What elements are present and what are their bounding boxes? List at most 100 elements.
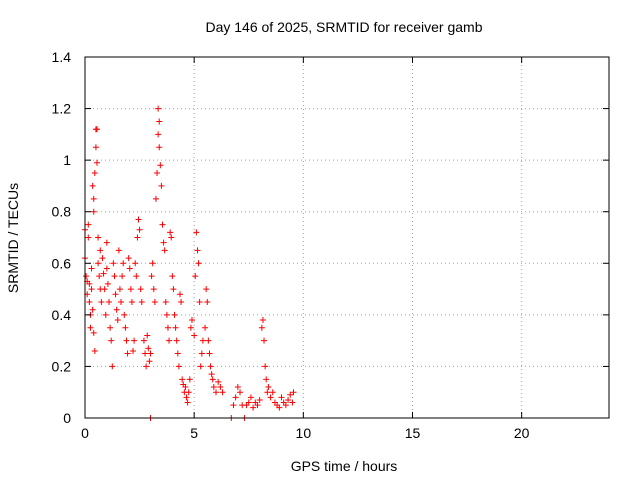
data-point bbox=[121, 311, 128, 318]
data-point bbox=[219, 389, 226, 396]
data-point bbox=[113, 306, 120, 313]
data-point bbox=[134, 234, 141, 241]
data-point bbox=[192, 273, 199, 280]
data-point bbox=[185, 389, 192, 396]
data-point bbox=[178, 298, 185, 305]
data-point bbox=[135, 216, 142, 223]
data-point bbox=[111, 273, 118, 280]
data-point bbox=[267, 394, 274, 401]
data-point bbox=[193, 229, 200, 236]
data-point bbox=[83, 273, 90, 280]
data-point bbox=[203, 286, 210, 293]
data-point bbox=[155, 105, 162, 112]
data-point bbox=[128, 298, 135, 305]
data-point bbox=[86, 298, 93, 305]
y-tick-label: 0.8 bbox=[52, 204, 72, 220]
data-point bbox=[250, 404, 257, 411]
data-point bbox=[182, 384, 189, 391]
data-point bbox=[127, 286, 134, 293]
data-point bbox=[197, 363, 204, 370]
data-point bbox=[102, 311, 109, 318]
data-point bbox=[96, 273, 103, 280]
axis-ticks bbox=[84, 56, 609, 419]
data-point bbox=[217, 384, 224, 391]
data-point bbox=[287, 391, 294, 398]
data-point bbox=[151, 298, 158, 305]
data-point bbox=[107, 324, 114, 331]
data-point bbox=[116, 286, 123, 293]
data-point bbox=[202, 324, 209, 331]
data-point bbox=[142, 350, 149, 357]
y-tick-label: 1.2 bbox=[52, 101, 72, 117]
data-point bbox=[172, 324, 179, 331]
data-points bbox=[82, 105, 297, 421]
data-point bbox=[174, 350, 181, 357]
data-point bbox=[276, 404, 283, 411]
y-tick-label: 0.4 bbox=[52, 307, 72, 323]
data-point bbox=[130, 347, 137, 354]
data-point bbox=[85, 221, 92, 228]
data-point bbox=[170, 286, 177, 293]
data-point bbox=[175, 363, 182, 370]
data-point bbox=[187, 324, 194, 331]
data-point bbox=[179, 376, 186, 383]
data-point bbox=[205, 337, 212, 344]
data-point bbox=[206, 350, 213, 357]
data-point bbox=[258, 324, 265, 331]
data-point bbox=[263, 376, 270, 383]
data-point bbox=[140, 337, 147, 344]
data-point bbox=[230, 402, 237, 409]
data-point bbox=[88, 265, 95, 272]
data-point bbox=[199, 337, 206, 344]
y-tick-label: 1.4 bbox=[52, 49, 72, 65]
data-point bbox=[159, 221, 166, 228]
data-point bbox=[234, 384, 241, 391]
data-point bbox=[262, 363, 269, 370]
data-point bbox=[156, 118, 163, 125]
data-point bbox=[198, 350, 205, 357]
data-point bbox=[289, 399, 296, 406]
data-point bbox=[188, 317, 195, 324]
data-point bbox=[285, 396, 292, 403]
data-point bbox=[95, 234, 102, 241]
data-point bbox=[109, 363, 116, 370]
data-point bbox=[160, 239, 167, 246]
data-point bbox=[194, 247, 201, 254]
data-point bbox=[264, 389, 271, 396]
data-point bbox=[237, 389, 244, 396]
data-point bbox=[259, 317, 266, 324]
data-point bbox=[108, 337, 115, 344]
data-point bbox=[146, 358, 153, 365]
data-point bbox=[143, 363, 150, 370]
data-point bbox=[98, 298, 105, 305]
data-point bbox=[269, 389, 276, 396]
data-point bbox=[120, 260, 127, 267]
data-point bbox=[90, 195, 97, 202]
chart-title: Day 146 of 2025, SRMTID for receiver gam… bbox=[205, 19, 482, 35]
data-point bbox=[176, 291, 183, 298]
y-tick-label: 0 bbox=[63, 410, 71, 426]
data-point bbox=[114, 317, 121, 324]
axis-tick-labels: 0 5 10 15 20 0 0.2 0.4 0.6 0.8 1 1.2 1.4 bbox=[52, 49, 530, 441]
data-point bbox=[132, 260, 139, 267]
data-point bbox=[103, 239, 110, 246]
data-point bbox=[90, 329, 97, 336]
data-point bbox=[95, 260, 102, 267]
data-point bbox=[163, 311, 170, 318]
data-point bbox=[89, 306, 96, 313]
data-point bbox=[209, 376, 216, 383]
data-point bbox=[94, 159, 101, 166]
data-point bbox=[136, 226, 143, 233]
data-point bbox=[154, 170, 161, 177]
data-point bbox=[173, 337, 180, 344]
data-point bbox=[169, 273, 176, 280]
data-point bbox=[115, 247, 122, 254]
plot-frame bbox=[84, 56, 610, 419]
x-tick-label: 10 bbox=[296, 425, 312, 441]
data-point bbox=[85, 234, 92, 241]
data-point bbox=[171, 311, 178, 318]
data-point bbox=[97, 247, 104, 254]
data-point bbox=[245, 399, 252, 406]
y-axis-label: SRMTID / TECUs bbox=[5, 183, 21, 293]
data-point bbox=[290, 389, 297, 396]
